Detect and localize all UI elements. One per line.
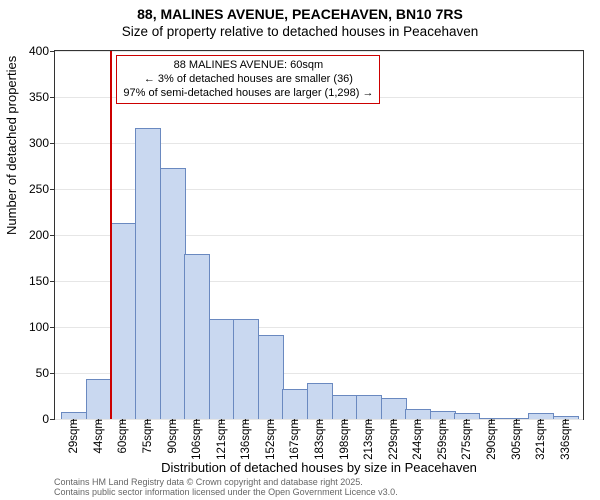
xtick-label: 244sqm — [410, 419, 424, 460]
ytick-label: 400 — [29, 44, 55, 58]
ytick-label: 150 — [29, 274, 55, 288]
histogram-bar — [282, 389, 308, 419]
reference-line — [110, 51, 112, 419]
xtick-label: 198sqm — [337, 419, 351, 460]
histogram-bar — [233, 319, 259, 419]
xtick-label: 44sqm — [91, 419, 105, 454]
xtick-label: 106sqm — [189, 419, 203, 460]
xtick-label: 213sqm — [361, 419, 375, 460]
xtick-label: 60sqm — [115, 419, 129, 454]
ytick-label: 300 — [29, 136, 55, 150]
histogram-bar — [332, 395, 358, 419]
xtick-label: 229sqm — [386, 419, 400, 460]
annotation-line1: 88 MALINES AVENUE: 60sqm — [123, 59, 373, 73]
histogram-bar — [135, 128, 161, 419]
histogram-bar — [405, 409, 431, 419]
histogram-bar — [381, 398, 407, 419]
attribution: Contains HM Land Registry data © Crown c… — [54, 478, 584, 498]
chart-container: 88, MALINES AVENUE, PEACEHAVEN, BN10 7RS… — [0, 0, 600, 500]
x-axis-label: Distribution of detached houses by size … — [54, 460, 584, 475]
histogram-bar — [86, 379, 112, 419]
ytick-label: 200 — [29, 228, 55, 242]
xtick-label: 121sqm — [214, 419, 228, 460]
xtick-label: 90sqm — [165, 419, 179, 454]
y-axis-label: Number of detached properties — [4, 56, 19, 235]
annotation-line3: 97% of semi-detached houses are larger (… — [123, 87, 373, 101]
histogram-bar — [430, 411, 456, 419]
ytick-label: 50 — [36, 366, 55, 380]
ytick-label: 0 — [42, 412, 55, 426]
xtick-label: 152sqm — [263, 419, 277, 460]
ytick-label: 250 — [29, 182, 55, 196]
title-block: 88, MALINES AVENUE, PEACEHAVEN, BN10 7RS… — [0, 0, 600, 40]
xtick-label: 167sqm — [287, 419, 301, 460]
grid-line — [55, 51, 583, 52]
xtick-label: 183sqm — [312, 419, 326, 460]
xtick-label: 136sqm — [238, 419, 252, 460]
ytick-label: 100 — [29, 320, 55, 334]
histogram-bar — [184, 254, 210, 419]
plot-area: 05010015020025030035040029sqm44sqm60sqm7… — [54, 50, 584, 420]
histogram-bar — [160, 168, 186, 419]
xtick-label: 275sqm — [459, 419, 473, 460]
attribution-line2: Contains public sector information licen… — [54, 488, 584, 498]
title-line2: Size of property relative to detached ho… — [0, 24, 600, 41]
xtick-label: 321sqm — [533, 419, 547, 460]
histogram-bar — [356, 395, 382, 419]
xtick-label: 259sqm — [435, 419, 449, 460]
histogram-bar — [209, 319, 235, 419]
xtick-label: 305sqm — [509, 419, 523, 460]
xtick-label: 29sqm — [66, 419, 80, 454]
histogram-bar — [258, 335, 284, 419]
xtick-label: 75sqm — [140, 419, 154, 454]
histogram-bar — [110, 223, 136, 419]
ytick-label: 350 — [29, 90, 55, 104]
title-line1: 88, MALINES AVENUE, PEACEHAVEN, BN10 7RS — [0, 6, 600, 24]
histogram-bar — [307, 383, 333, 419]
xtick-label: 290sqm — [484, 419, 498, 460]
annotation-box: 88 MALINES AVENUE: 60sqm← 3% of detached… — [116, 55, 380, 104]
annotation-line2: ← 3% of detached houses are smaller (36) — [123, 73, 373, 87]
xtick-label: 336sqm — [558, 419, 572, 460]
